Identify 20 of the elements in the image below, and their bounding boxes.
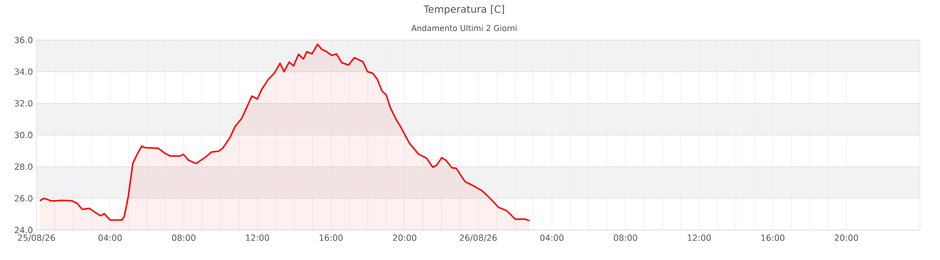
x-tick-label: 20:00 [393, 234, 416, 241]
x-tick-label: 12:00 [246, 234, 270, 241]
x-tick-label: 16:00 [320, 234, 343, 241]
y-tick-label: 26.0 [14, 195, 32, 202]
x-tick-label: 08:00 [614, 234, 638, 241]
y-tick-label: 32.0 [14, 100, 32, 107]
y-tick-label: 36.0 [14, 36, 32, 44]
x-tick-label: 16:00 [761, 234, 784, 241]
x-tick-label: 20:00 [834, 234, 858, 241]
x-tick-label: 08:00 [172, 234, 196, 241]
x-tick-label: 12:00 [688, 234, 711, 241]
chart-title: Temperatura [C] [424, 5, 504, 15]
y-tick-label: 34.0 [14, 68, 32, 75]
y-tick-label: 28.0 [14, 163, 32, 170]
x-tick-label: 04:00 [98, 234, 122, 241]
x-tick-label: 25/08/26 [18, 234, 55, 242]
x-tick-label: 26/08/26 [460, 234, 497, 242]
y-tick-label: 30.0 [14, 132, 32, 138]
x-tick-label: 04:00 [540, 234, 564, 241]
y-tick-label: 24.0 [14, 226, 32, 234]
